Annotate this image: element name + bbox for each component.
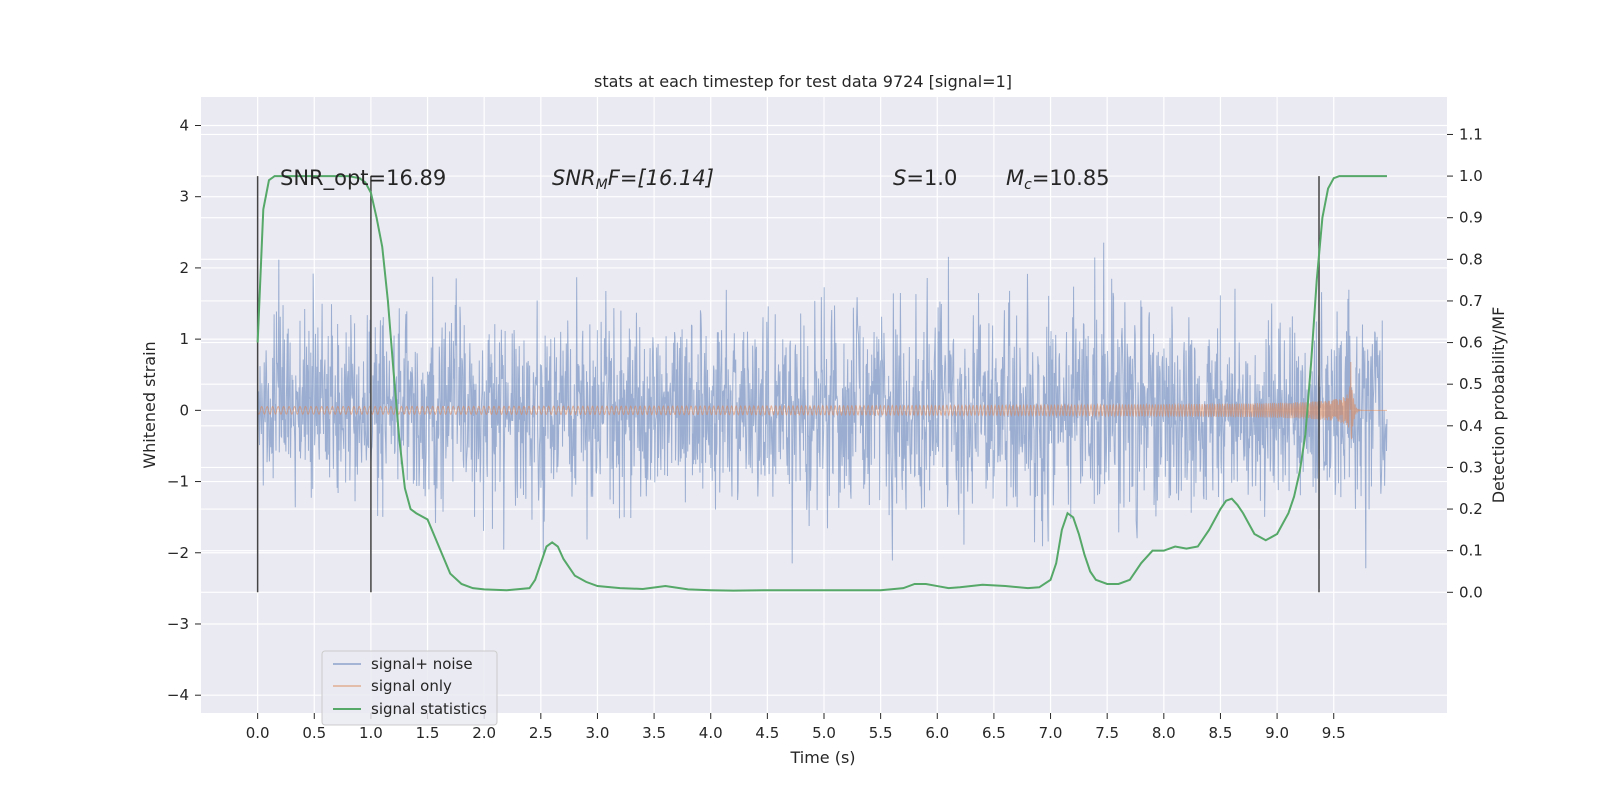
x-tick-label-2: 1.0 — [359, 724, 383, 742]
y-tick-label-6: −2 — [167, 544, 189, 562]
legend-label-signal: signal only — [371, 677, 452, 695]
x-tick-label-1: 0.5 — [302, 724, 326, 742]
y-tick-label-2: 2 — [179, 259, 189, 277]
x-axis-title: Time (s) — [789, 748, 855, 767]
y2-tick-label-5: 0.6 — [1459, 334, 1483, 352]
annotation-mc-sub: c — [1024, 177, 1032, 193]
legend-label-stats: signal statistics — [371, 700, 487, 718]
annotation-snr-mf-base: SNR — [552, 166, 596, 190]
chart-title: stats at each timestep for test data 972… — [594, 72, 1012, 91]
y2-axis-title: Detection probability/MF — [1489, 307, 1508, 504]
x-tick-label-10: 5.0 — [812, 724, 836, 742]
y-tick-label-0: 4 — [179, 116, 189, 134]
annotation-s-value: =1.0 — [906, 166, 957, 190]
x-tick-label-11: 5.5 — [869, 724, 893, 742]
x-tick-label-12: 6.0 — [925, 724, 949, 742]
annotation-snr-opt: SNR_opt=16.89 — [280, 166, 446, 191]
annotation-snr-mf: SNRMF=[16.14] — [552, 166, 714, 193]
signal-series — [257, 362, 1387, 440]
y-axis-title: Whitened strain — [140, 341, 159, 468]
y2-tick-label-6: 0.5 — [1459, 375, 1483, 393]
x-tick-label-16: 8.0 — [1152, 724, 1176, 742]
y2-axis-ticks: 1.1 1.0 0.9 0.8 0.7 0.6 0.5 0.4 0.3 0.2 0.1 0.0 — [1447, 125, 1483, 601]
y2-tick-label-10: 0.1 — [1459, 542, 1483, 560]
y2-tick-label-4: 0.7 — [1459, 292, 1483, 310]
x-tick-label-4: 2.0 — [472, 724, 496, 742]
legend: signal+ noise signal only signal statist… — [321, 650, 498, 726]
y2-tick-label-3: 0.8 — [1459, 250, 1483, 268]
x-tick-label-5: 2.5 — [529, 724, 553, 742]
noise-series-trace — [257, 242, 1388, 569]
y-tick-label-4: 0 — [179, 401, 189, 419]
y2-tick-label-1: 1.0 — [1459, 167, 1483, 185]
y-tick-label-7: −3 — [167, 615, 189, 633]
annotation-snr-mf-tail: F=[16.14] — [608, 166, 714, 190]
legend-box — [321, 650, 498, 726]
y2-tick-label-2: 0.9 — [1459, 209, 1483, 227]
x-tick-label-15: 7.5 — [1095, 724, 1119, 742]
y2-tick-label-11: 0.0 — [1459, 583, 1483, 601]
y-tick-label-1: 3 — [179, 188, 189, 206]
annotation-snr-mf-sub: M — [596, 177, 608, 193]
y-tick-label-8: −4 — [167, 686, 189, 704]
annotation-s: S=1.0 — [893, 166, 957, 190]
x-tick-label-6: 3.0 — [586, 724, 610, 742]
x-tick-label-0: 0.0 — [246, 724, 270, 742]
stats-series-line — [256, 175, 1387, 592]
y-tick-label-3: 1 — [179, 330, 189, 348]
x-tick-label-19: 9.5 — [1322, 724, 1346, 742]
x-axis-ticks: 0.0 0.5 1.0 1.5 2.0 2.5 3.0 3.5 4.0 4.5 5.0 5.5 6.0 6… — [246, 713, 1346, 742]
y2-tick-label-0: 1.1 — [1459, 125, 1483, 143]
x-tick-label-9: 4.5 — [755, 724, 779, 742]
x-tick-label-18: 9.0 — [1265, 724, 1289, 742]
signal-series-trace — [257, 362, 1387, 440]
x-tick-label-14: 7.0 — [1039, 724, 1063, 742]
annotation-s-italic: S — [893, 166, 906, 190]
x-tick-label-8: 4.0 — [699, 724, 723, 742]
x-tick-label-13: 6.5 — [982, 724, 1006, 742]
annotation-mc: Mc=10.85 — [1006, 166, 1110, 193]
legend-label-noise: signal+ noise — [371, 655, 473, 673]
annotation-mc-value: =10.85 — [1032, 166, 1110, 190]
y2-tick-label-8: 0.3 — [1459, 458, 1483, 476]
annotation-mc-base: M — [1006, 166, 1024, 190]
y-tick-label-5: −1 — [167, 473, 189, 491]
y-axis-ticks: 4 3 2 1 0 −1 −2 −3 −4 — [167, 116, 201, 704]
noise-series — [257, 242, 1388, 569]
x-tick-label-7: 3.5 — [642, 724, 666, 742]
x-tick-label-17: 8.5 — [1209, 724, 1233, 742]
y2-tick-label-7: 0.4 — [1459, 417, 1483, 435]
x-tick-label-3: 1.5 — [416, 724, 440, 742]
y2-tick-label-9: 0.2 — [1459, 500, 1483, 518]
